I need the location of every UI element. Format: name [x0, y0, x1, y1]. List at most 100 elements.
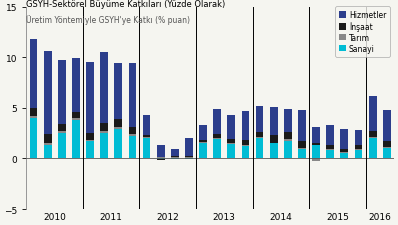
Bar [256, 133, 263, 138]
Bar [171, 159, 179, 160]
Bar [72, 120, 80, 159]
Bar [326, 150, 334, 151]
Bar [86, 63, 94, 134]
Bar [326, 151, 334, 159]
Bar [312, 144, 320, 146]
Bar [129, 64, 136, 128]
Bar [142, 138, 150, 139]
Bar [185, 157, 193, 158]
Bar [242, 111, 250, 141]
Bar [114, 128, 122, 130]
Bar [44, 52, 51, 135]
Bar [199, 143, 207, 144]
Bar [369, 96, 377, 132]
Bar [326, 146, 334, 150]
Bar [284, 142, 292, 159]
Bar [157, 159, 164, 160]
Bar [86, 142, 94, 159]
Bar [142, 139, 150, 159]
Bar [369, 138, 377, 139]
Bar [72, 118, 80, 120]
Bar [129, 135, 136, 137]
Bar [100, 53, 108, 124]
Bar [213, 135, 221, 139]
Bar [355, 146, 363, 150]
Bar [242, 147, 250, 159]
Bar [157, 160, 164, 161]
Bar [157, 158, 164, 159]
Bar [29, 118, 37, 159]
Bar [341, 153, 348, 154]
Bar [227, 140, 235, 144]
Bar [256, 106, 263, 133]
Bar [213, 140, 221, 159]
Bar [72, 112, 80, 118]
Bar [199, 126, 207, 141]
Bar [213, 139, 221, 140]
Bar [29, 40, 37, 108]
Bar [213, 109, 221, 135]
Bar [44, 135, 51, 144]
Bar [199, 141, 207, 143]
Bar [383, 148, 391, 149]
Bar [114, 119, 122, 128]
Bar [298, 150, 306, 159]
Bar [185, 159, 193, 160]
Bar [114, 130, 122, 159]
Bar [58, 132, 66, 134]
Text: Üretim Yöntemiyle GSYH'ye Katkı (% puan): Üretim Yöntemiyle GSYH'ye Katkı (% puan) [26, 15, 191, 25]
Bar [256, 138, 263, 139]
Bar [185, 158, 193, 159]
Bar [58, 61, 66, 124]
Bar [29, 108, 37, 117]
Bar [114, 64, 122, 119]
Bar [242, 141, 250, 146]
Bar [312, 128, 320, 144]
Bar [298, 149, 306, 150]
Bar [227, 145, 235, 159]
Bar [129, 128, 136, 135]
Bar [355, 150, 363, 151]
Bar [171, 157, 179, 158]
Bar [29, 117, 37, 118]
Bar [199, 144, 207, 159]
Bar [157, 146, 164, 158]
Bar [44, 144, 51, 146]
Bar [298, 142, 306, 149]
Bar [284, 140, 292, 142]
Bar [312, 159, 320, 162]
Bar [72, 59, 80, 112]
Bar [227, 144, 235, 145]
Bar [270, 144, 278, 159]
Bar [341, 130, 348, 150]
Bar [242, 146, 250, 147]
Bar [142, 136, 150, 138]
Bar [129, 137, 136, 159]
Bar [341, 150, 348, 153]
Bar [227, 115, 235, 140]
Bar [86, 141, 94, 142]
Bar [171, 150, 179, 157]
Bar [369, 132, 377, 138]
Bar [142, 115, 150, 136]
Bar [355, 130, 363, 146]
Bar [270, 107, 278, 136]
Bar [100, 124, 108, 132]
Bar [171, 158, 179, 159]
Bar [284, 133, 292, 140]
Bar [44, 146, 51, 159]
Bar [383, 142, 391, 148]
Bar [270, 159, 278, 160]
Bar [86, 134, 94, 141]
Text: GSYH-Sektörel Büyüme Katkıları (Yüzde Olarak): GSYH-Sektörel Büyüme Katkıları (Yüzde Ol… [26, 0, 226, 9]
Bar [312, 146, 320, 159]
Bar [270, 136, 278, 144]
Bar [58, 134, 66, 159]
Bar [383, 149, 391, 159]
Bar [369, 139, 377, 159]
Bar [100, 132, 108, 134]
Bar [256, 139, 263, 159]
Bar [341, 154, 348, 159]
Bar [298, 110, 306, 142]
Bar [326, 126, 334, 146]
